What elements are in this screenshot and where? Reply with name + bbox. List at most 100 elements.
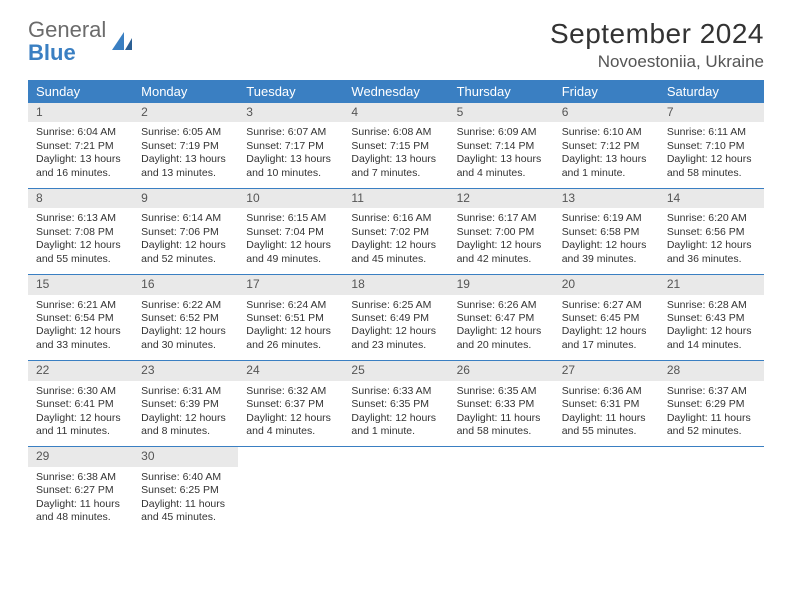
logo-word1: General	[28, 17, 106, 42]
daylight-line1: Daylight: 12 hours	[667, 325, 756, 338]
day-cell: 30Sunrise: 6:40 AMSunset: 6:25 PMDayligh…	[133, 447, 238, 532]
daylight-line2: and 30 minutes.	[141, 339, 230, 352]
day-content: Sunrise: 6:05 AMSunset: 7:19 PMDaylight:…	[133, 122, 238, 188]
day-number: 22	[28, 361, 133, 380]
day-header: Wednesday	[343, 80, 448, 103]
daylight-line2: and 49 minutes.	[246, 253, 335, 266]
daylight-line2: and 4 minutes.	[246, 425, 335, 438]
sunrise-text: Sunrise: 6:14 AM	[141, 212, 230, 225]
daylight-line1: Daylight: 13 hours	[246, 153, 335, 166]
daylight-line1: Daylight: 12 hours	[141, 239, 230, 252]
day-content: Sunrise: 6:07 AMSunset: 7:17 PMDaylight:…	[238, 122, 343, 188]
day-content: Sunrise: 6:10 AMSunset: 7:12 PMDaylight:…	[554, 122, 659, 188]
sunrise-text: Sunrise: 6:38 AM	[36, 471, 125, 484]
daylight-line1: Daylight: 13 hours	[141, 153, 230, 166]
sunset-text: Sunset: 6:58 PM	[562, 226, 651, 239]
day-cell: 1Sunrise: 6:04 AMSunset: 7:21 PMDaylight…	[28, 103, 133, 188]
day-content: Sunrise: 6:14 AMSunset: 7:06 PMDaylight:…	[133, 208, 238, 274]
daylight-line2: and 7 minutes.	[351, 167, 440, 180]
sunset-text: Sunset: 6:52 PM	[141, 312, 230, 325]
sunset-text: Sunset: 7:17 PM	[246, 140, 335, 153]
day-number	[449, 447, 554, 466]
day-content: Sunrise: 6:38 AMSunset: 6:27 PMDaylight:…	[28, 467, 133, 533]
day-number: 15	[28, 275, 133, 294]
day-number: 11	[343, 189, 448, 208]
sunset-text: Sunset: 6:47 PM	[457, 312, 546, 325]
daylight-line2: and 33 minutes.	[36, 339, 125, 352]
sunset-text: Sunset: 6:27 PM	[36, 484, 125, 497]
day-cell: 28Sunrise: 6:37 AMSunset: 6:29 PMDayligh…	[659, 361, 764, 446]
daylight-line1: Daylight: 12 hours	[246, 239, 335, 252]
day-number: 18	[343, 275, 448, 294]
title-block: September 2024 Novoestoniia, Ukraine	[550, 18, 764, 72]
sunset-text: Sunset: 6:51 PM	[246, 312, 335, 325]
day-cell: 5Sunrise: 6:09 AMSunset: 7:14 PMDaylight…	[449, 103, 554, 188]
daylight-line2: and 55 minutes.	[562, 425, 651, 438]
daylight-line1: Daylight: 12 hours	[457, 325, 546, 338]
sunset-text: Sunset: 7:12 PM	[562, 140, 651, 153]
day-content: Sunrise: 6:28 AMSunset: 6:43 PMDaylight:…	[659, 295, 764, 361]
day-cell	[659, 447, 764, 532]
sunrise-text: Sunrise: 6:20 AM	[667, 212, 756, 225]
day-cell: 15Sunrise: 6:21 AMSunset: 6:54 PMDayligh…	[28, 275, 133, 360]
sunrise-text: Sunrise: 6:28 AM	[667, 299, 756, 312]
daylight-line2: and 42 minutes.	[457, 253, 546, 266]
sunset-text: Sunset: 7:02 PM	[351, 226, 440, 239]
day-number: 24	[238, 361, 343, 380]
day-number: 6	[554, 103, 659, 122]
day-number: 7	[659, 103, 764, 122]
sunset-text: Sunset: 7:08 PM	[36, 226, 125, 239]
month-title: September 2024	[550, 18, 764, 50]
day-number: 9	[133, 189, 238, 208]
daylight-line2: and 13 minutes.	[141, 167, 230, 180]
day-content: Sunrise: 6:19 AMSunset: 6:58 PMDaylight:…	[554, 208, 659, 274]
day-content: Sunrise: 6:17 AMSunset: 7:00 PMDaylight:…	[449, 208, 554, 274]
sunrise-text: Sunrise: 6:25 AM	[351, 299, 440, 312]
day-content: Sunrise: 6:37 AMSunset: 6:29 PMDaylight:…	[659, 381, 764, 447]
day-cell	[238, 447, 343, 532]
weeks-container: 1Sunrise: 6:04 AMSunset: 7:21 PMDaylight…	[28, 103, 764, 533]
daylight-line2: and 14 minutes.	[667, 339, 756, 352]
day-cell: 12Sunrise: 6:17 AMSunset: 7:00 PMDayligh…	[449, 189, 554, 274]
day-number: 20	[554, 275, 659, 294]
day-header: Thursday	[449, 80, 554, 103]
location: Novoestoniia, Ukraine	[550, 52, 764, 72]
daylight-line2: and 26 minutes.	[246, 339, 335, 352]
daylight-line1: Daylight: 13 hours	[562, 153, 651, 166]
day-content	[238, 467, 343, 529]
day-content: Sunrise: 6:32 AMSunset: 6:37 PMDaylight:…	[238, 381, 343, 447]
daylight-line1: Daylight: 12 hours	[667, 239, 756, 252]
day-content: Sunrise: 6:31 AMSunset: 6:39 PMDaylight:…	[133, 381, 238, 447]
sunset-text: Sunset: 6:43 PM	[667, 312, 756, 325]
daylight-line2: and 55 minutes.	[36, 253, 125, 266]
daylight-line2: and 45 minutes.	[351, 253, 440, 266]
daylight-line1: Daylight: 12 hours	[351, 239, 440, 252]
daylight-line1: Daylight: 12 hours	[351, 325, 440, 338]
day-content: Sunrise: 6:20 AMSunset: 6:56 PMDaylight:…	[659, 208, 764, 274]
day-cell: 26Sunrise: 6:35 AMSunset: 6:33 PMDayligh…	[449, 361, 554, 446]
sunset-text: Sunset: 6:31 PM	[562, 398, 651, 411]
daylight-line1: Daylight: 13 hours	[36, 153, 125, 166]
day-cell	[343, 447, 448, 532]
daylight-line1: Daylight: 12 hours	[562, 325, 651, 338]
daylight-line2: and 16 minutes.	[36, 167, 125, 180]
day-cell: 3Sunrise: 6:07 AMSunset: 7:17 PMDaylight…	[238, 103, 343, 188]
daylight-line2: and 52 minutes.	[141, 253, 230, 266]
sunrise-text: Sunrise: 6:13 AM	[36, 212, 125, 225]
day-number: 13	[554, 189, 659, 208]
day-header-row: Sunday Monday Tuesday Wednesday Thursday…	[28, 80, 764, 103]
day-content	[554, 467, 659, 529]
day-content: Sunrise: 6:36 AMSunset: 6:31 PMDaylight:…	[554, 381, 659, 447]
daylight-line1: Daylight: 12 hours	[141, 412, 230, 425]
sunset-text: Sunset: 6:45 PM	[562, 312, 651, 325]
day-cell: 18Sunrise: 6:25 AMSunset: 6:49 PMDayligh…	[343, 275, 448, 360]
day-content: Sunrise: 6:35 AMSunset: 6:33 PMDaylight:…	[449, 381, 554, 447]
day-content	[343, 467, 448, 529]
day-header: Saturday	[659, 80, 764, 103]
daylight-line1: Daylight: 11 hours	[36, 498, 125, 511]
day-cell	[449, 447, 554, 532]
day-content: Sunrise: 6:11 AMSunset: 7:10 PMDaylight:…	[659, 122, 764, 188]
day-header: Tuesday	[238, 80, 343, 103]
day-content: Sunrise: 6:04 AMSunset: 7:21 PMDaylight:…	[28, 122, 133, 188]
day-cell: 25Sunrise: 6:33 AMSunset: 6:35 PMDayligh…	[343, 361, 448, 446]
